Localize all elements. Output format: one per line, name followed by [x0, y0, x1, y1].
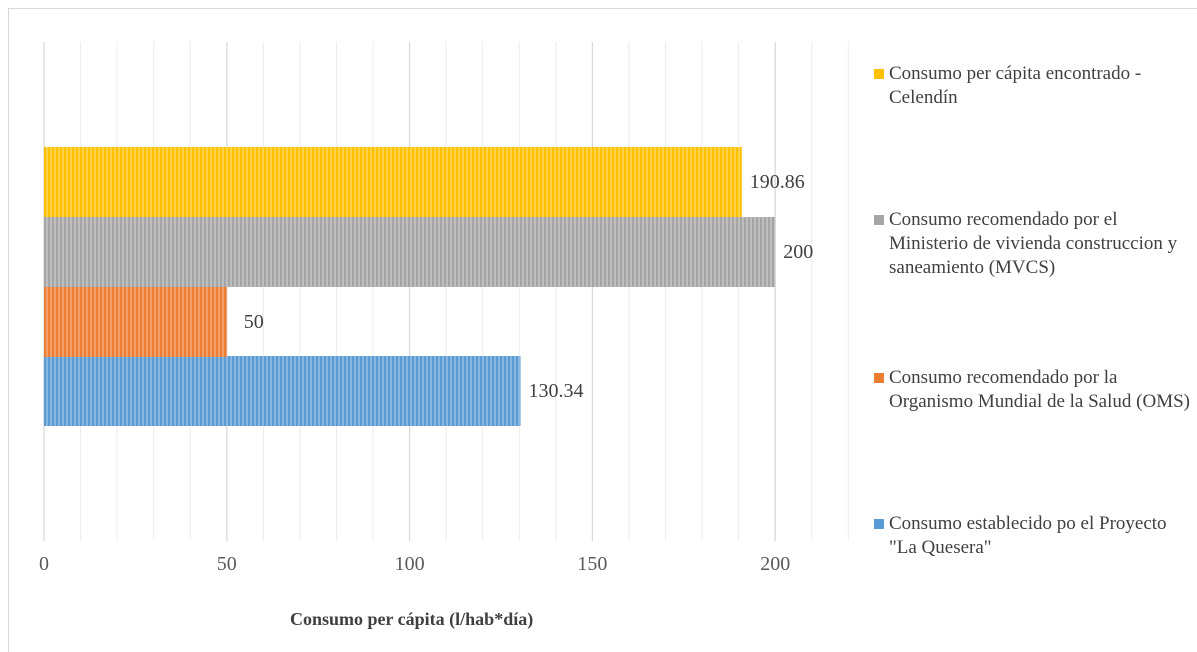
x-tick-label-1: 50 [217, 553, 237, 575]
data-label-1: 50 [244, 311, 264, 333]
x-tick-label-2: 100 [395, 553, 425, 575]
data-label-2: 200 [783, 241, 813, 263]
legend-label: Consumo establecido po el Proyecto "La Q… [889, 513, 1167, 558]
bar-1 [44, 287, 227, 357]
bar-chart: 130.34 50 200 190.86 0 50 100 150 200 [39, 42, 849, 575]
x-tick-label-0: 0 [39, 553, 49, 575]
bar-3 [44, 147, 742, 217]
legend-label: Consumo recomendado por el Ministerio de… [889, 209, 1178, 278]
legend-item-2: Consumo recomendado por la Organismo Mun… [874, 366, 1194, 414]
x-tick-label-3: 150 [577, 553, 607, 575]
legend-swatch [874, 69, 884, 79]
chart-frame [8, 8, 1197, 652]
data-label-0: 130.34 [529, 380, 584, 402]
legend-swatch [874, 373, 884, 383]
legend-label: Consumo recomendado por la Organismo Mun… [889, 367, 1190, 412]
x-axis-title: Consumo per cápita (l/hab*día) [290, 609, 534, 629]
legend-swatch [874, 519, 884, 529]
x-tick-label-4: 200 [760, 553, 790, 575]
legend-item-3: Consumo establecido po el Proyecto "La Q… [874, 512, 1194, 560]
legend-item-1: Consumo recomendado por el Ministerio de… [874, 208, 1194, 280]
data-label-3: 190.86 [750, 171, 805, 193]
legend-label: Consumo per cápita encontrado - Celendín [889, 63, 1142, 108]
legend: Consumo per cápita encontrado - Celendín… [874, 0, 1197, 652]
legend-swatch [874, 215, 884, 225]
legend-item-0: Consumo per cápita encontrado - Celendín [874, 62, 1194, 110]
bar-2 [44, 217, 776, 287]
bar-0 [44, 356, 521, 426]
